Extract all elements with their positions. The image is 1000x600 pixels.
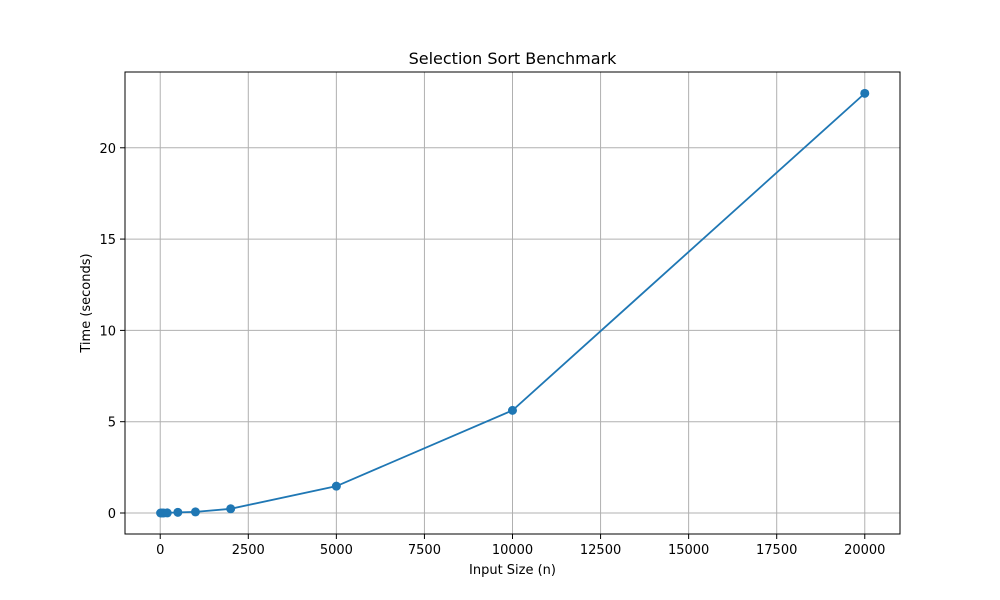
series-layer (156, 88, 870, 518)
x-tick-label: 15000 (668, 543, 709, 558)
x-axis-label: Input Size (n) (469, 563, 556, 578)
x-tick-label: 0 (156, 543, 164, 558)
x-tick-label: 10000 (492, 543, 533, 558)
grid-layer (125, 72, 900, 534)
x-tick-label: 5000 (320, 543, 353, 558)
data-point (226, 504, 236, 514)
x-tick-label: 2500 (232, 543, 265, 558)
y-tick-label: 5 (108, 416, 116, 431)
y-tick-label: 15 (99, 233, 116, 248)
tick-layer: 0 2500 5000 7500 10000 12500 15000 17500 20000 0 5… (99, 142, 885, 558)
x-tick-label: 12500 (580, 543, 621, 558)
data-point (190, 507, 200, 517)
data-point (173, 507, 183, 517)
chart-title: Selection Sort Benchmark (409, 49, 618, 68)
x-tick-label: 7500 (408, 543, 441, 558)
data-point (331, 481, 341, 491)
x-tick-label: 20000 (844, 543, 885, 558)
y-tick-label: 10 (99, 324, 116, 339)
data-point (508, 405, 517, 415)
y-axis-label: Time (seconds) (79, 253, 94, 353)
y-tick-label: 20 (99, 142, 116, 157)
data-point (860, 88, 870, 98)
data-point (162, 508, 172, 518)
y-tick-label: 0 (108, 507, 116, 522)
x-tick-label: 17500 (756, 543, 797, 558)
